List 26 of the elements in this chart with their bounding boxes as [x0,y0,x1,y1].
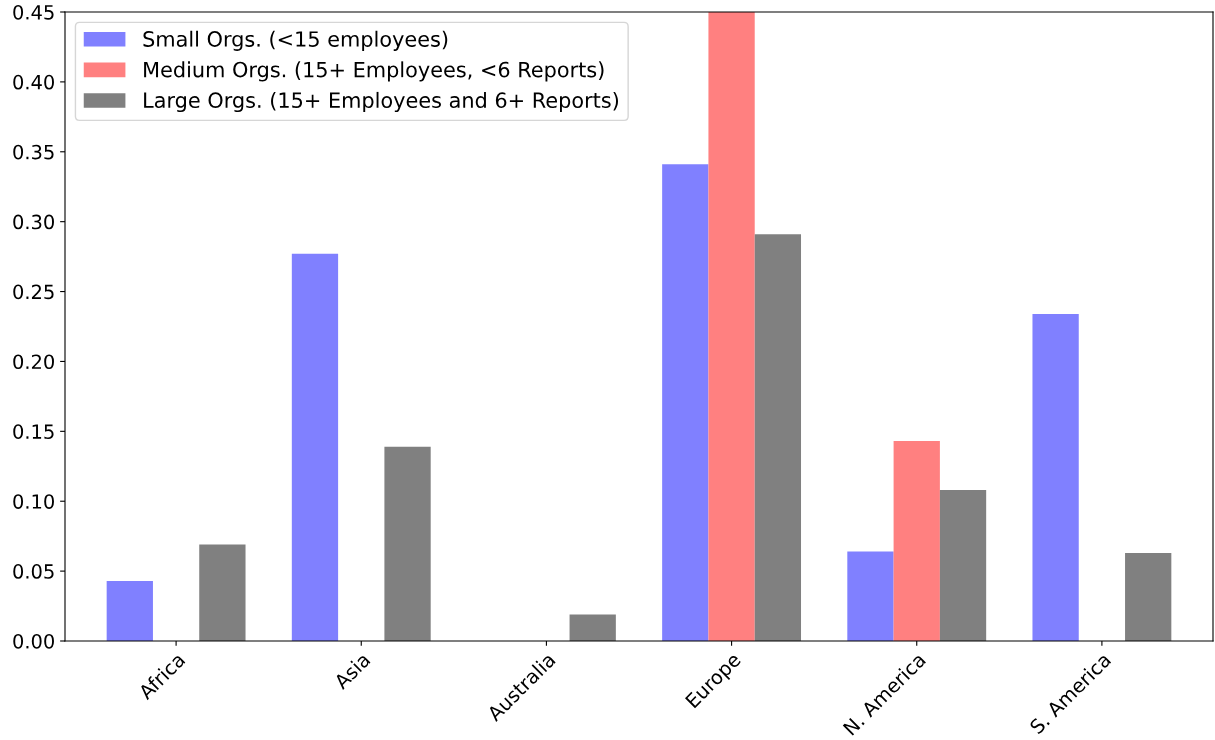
bar [893,441,940,641]
y-tick-label: 0.10 [13,494,54,509]
legend-label: Large Orgs. (15+ Employees and 6+ Reports) [144,91,619,113]
y-tick-label: 0.45 [13,4,54,20]
y-tick-label: 0.20 [13,354,54,370]
legend-label: Medium Orgs. (15+ Employees, <6 Reports) [144,61,604,82]
bar [1032,313,1079,641]
bar [939,490,987,641]
y-tick-label: 0.35 [13,144,54,160]
y-tick-label: 0.25 [13,284,54,300]
bar [708,12,755,641]
bar [847,551,894,641]
bar [199,544,246,641]
bar [106,580,153,641]
bar [384,446,431,641]
y-tick-label: 0.00 [13,633,54,649]
legend-label: Small Orgs. (<15 employees) [143,30,448,51]
y-tick-label: 0.40 [13,74,54,90]
bar [754,234,802,641]
y-tick-label: 0.05 [13,564,54,579]
bar [1125,552,1172,641]
bar [569,614,616,641]
y-tick-label: 0.15 [13,424,54,439]
bar [662,164,709,641]
bar [291,253,339,641]
y-tick-label: 0.30 [13,214,54,230]
